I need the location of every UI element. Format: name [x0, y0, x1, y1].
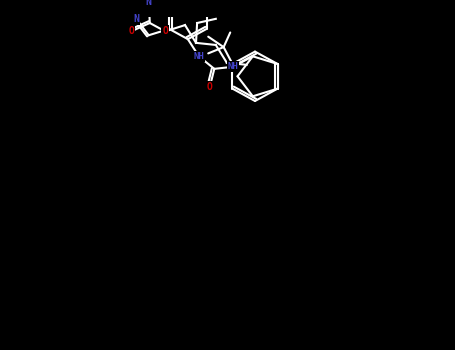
- Text: O: O: [162, 26, 168, 36]
- Text: O: O: [128, 26, 134, 36]
- Text: NH: NH: [228, 62, 238, 71]
- Text: O: O: [207, 82, 213, 92]
- Text: N: N: [133, 14, 139, 24]
- Text: N: N: [146, 0, 152, 7]
- Text: NH: NH: [193, 52, 204, 61]
